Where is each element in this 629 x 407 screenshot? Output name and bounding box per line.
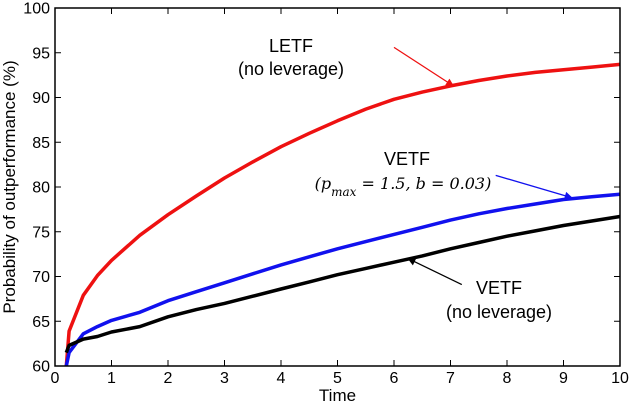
annotation-letf-title: LETF bbox=[269, 36, 313, 56]
ticks-layer: 0 1 2 3 4 5 6 7 8 9 10 60 65 70 75 80 85 90 95 100 bbox=[23, 1, 629, 388]
y-axis-label: Probability of outperformance (%) bbox=[0, 60, 19, 313]
annotation-etf-title: VETF bbox=[476, 278, 522, 298]
annotation-letf: LETF (no leverage) bbox=[238, 36, 454, 87]
y-tick-label: 70 bbox=[32, 269, 50, 286]
series-line-vetf bbox=[64, 192, 621, 367]
x-tick-label: 4 bbox=[277, 370, 286, 387]
annotation-vetf: VETF (pmax = 1.5, b = 0.03) bbox=[315, 149, 573, 200]
y-tick-label: 85 bbox=[32, 135, 50, 152]
series-line-letf bbox=[64, 62, 621, 367]
y-tick-label: 90 bbox=[32, 90, 50, 107]
annotation-letf-arrow bbox=[393, 46, 454, 87]
x-tick-label: 7 bbox=[446, 370, 455, 387]
x-tick-label: 8 bbox=[503, 370, 512, 387]
series-layer bbox=[64, 62, 621, 367]
y-tick-label: 75 bbox=[32, 224, 50, 241]
x-tick-label: 2 bbox=[164, 370, 173, 387]
annotation-vetf-arrow bbox=[495, 174, 573, 200]
annotation-etf: VETF (no leverage) bbox=[407, 258, 552, 322]
y-tick-label: 100 bbox=[23, 1, 50, 18]
y-tick-label: 80 bbox=[32, 180, 50, 197]
annotation-letf-subtitle: (no leverage) bbox=[238, 59, 344, 79]
x-tick-label: 10 bbox=[611, 370, 629, 387]
series-line-etf bbox=[64, 214, 621, 354]
x-tick-label: 0 bbox=[51, 370, 60, 387]
x-tick-label: 3 bbox=[220, 370, 229, 387]
x-tick-label: 6 bbox=[390, 370, 399, 387]
y-tick-label: 95 bbox=[32, 45, 50, 62]
x-tick-label: 5 bbox=[333, 370, 342, 387]
x-axis-label: Time bbox=[319, 386, 356, 405]
x-tick-label: 1 bbox=[107, 370, 116, 387]
y-tick-label: 65 bbox=[32, 314, 50, 331]
annotation-etf-subtitle: (no leverage) bbox=[446, 302, 552, 322]
annotation-vetf-title: VETF bbox=[384, 149, 430, 169]
x-tick-label: 9 bbox=[559, 370, 568, 387]
annotation-etf-arrow bbox=[407, 258, 463, 286]
annotation-vetf-subtitle: (pmax = 1.5, b = 0.03) bbox=[315, 174, 492, 199]
y-tick-label: 60 bbox=[32, 359, 50, 376]
